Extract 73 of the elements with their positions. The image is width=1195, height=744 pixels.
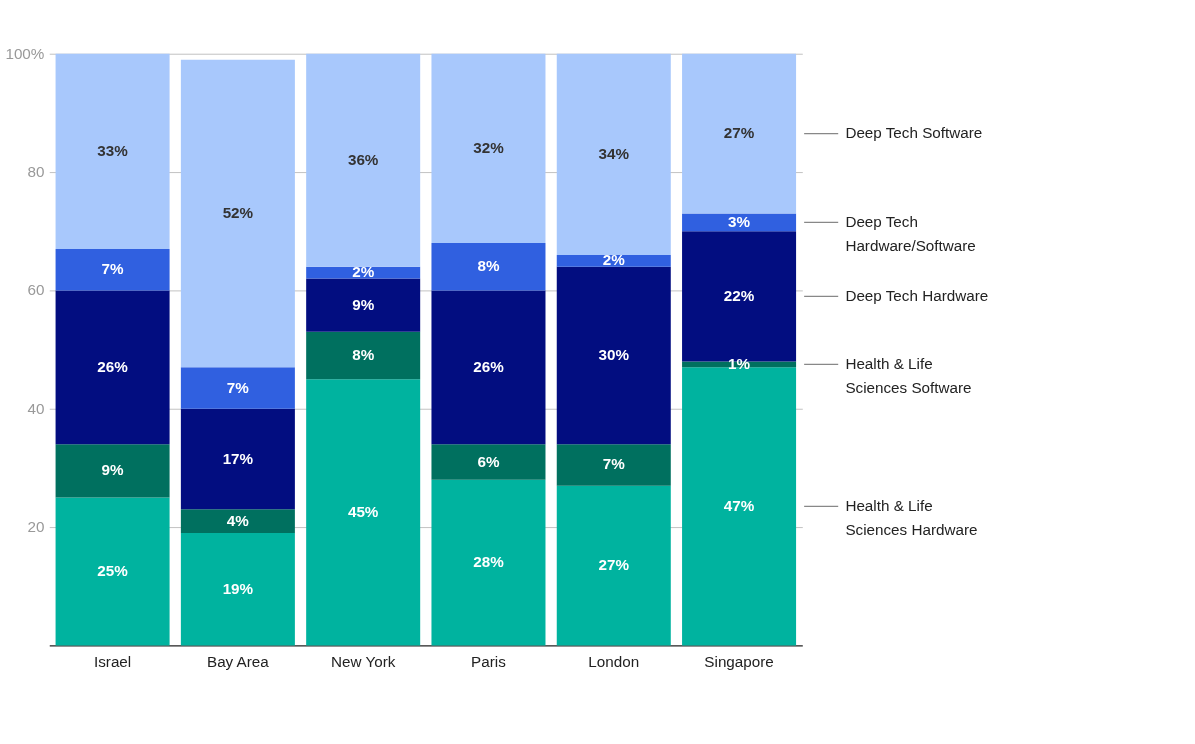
data-label: 30% — [598, 346, 630, 364]
data-label: 27% — [723, 124, 755, 142]
x-tick-label: Singapore — [704, 652, 774, 670]
y-tick-label: 20 — [27, 518, 45, 536]
text: Health & Life Sciences Software — [845, 354, 972, 397]
bar — [55, 290, 170, 445]
x-tick-label: Bay Area — [206, 652, 270, 670]
data-label: 52% — [222, 204, 254, 222]
y-tick-label: 60 — [27, 281, 45, 299]
bar — [431, 290, 546, 445]
y-tick-label: 100% — [5, 44, 45, 62]
bar — [180, 59, 295, 368]
bar — [55, 53, 170, 250]
bar — [180, 533, 295, 646]
y-tick-label: 80 — [27, 163, 45, 181]
x-tick-label: New York — [331, 652, 396, 670]
x-tick-label: Israel — [93, 652, 132, 670]
data-label: 47% — [723, 496, 755, 514]
data-label: 9% — [352, 295, 375, 313]
data-label: 19% — [222, 579, 254, 597]
bar — [556, 53, 671, 255]
bar — [556, 485, 671, 646]
data-label: 33% — [97, 141, 129, 159]
data-label: 7% — [226, 378, 250, 396]
bar — [431, 243, 546, 291]
data-label: 1% — [728, 354, 751, 372]
bar — [306, 278, 421, 332]
bar — [306, 379, 421, 646]
data-label: 4% — [226, 511, 250, 529]
text: Deep Tech Software — [845, 124, 983, 142]
data-label: 8% — [352, 346, 375, 364]
bar — [556, 266, 671, 445]
data-label: 36% — [347, 150, 379, 168]
bar — [306, 53, 421, 267]
text: Health & Life Sciences Hardware — [845, 496, 978, 539]
data-label: 26% — [97, 357, 129, 375]
data-label: 45% — [347, 502, 379, 520]
data-label: 26% — [473, 357, 505, 375]
bar — [55, 249, 170, 291]
x-tick-label: Paris — [471, 652, 507, 670]
bar — [180, 509, 295, 534]
data-label: 7% — [101, 260, 125, 278]
x-tick-label: London — [588, 652, 640, 670]
data-label: 25% — [97, 561, 129, 579]
bar — [682, 367, 797, 646]
data-label: 28% — [473, 553, 505, 571]
data-label: 6% — [477, 452, 500, 470]
bar — [180, 367, 295, 409]
bar — [431, 479, 546, 646]
bar — [556, 254, 671, 267]
data-label: 2% — [602, 251, 626, 269]
data-label: 27% — [598, 556, 630, 574]
bar — [431, 444, 546, 480]
data-label: 8% — [477, 257, 500, 275]
data-label: 2% — [352, 263, 375, 281]
data-label: 17% — [222, 449, 254, 467]
y-tick-label: 40 — [27, 399, 45, 417]
data-label: 9% — [101, 461, 125, 479]
data-label: 3% — [728, 212, 751, 230]
bar — [180, 408, 295, 510]
bar — [556, 444, 671, 486]
bar — [306, 266, 421, 279]
text: Deep Tech Hardware — [845, 286, 989, 304]
bar — [55, 497, 170, 646]
data-label: 34% — [598, 144, 630, 162]
data-label: 22% — [723, 286, 755, 304]
bar — [431, 53, 546, 244]
data-label: 32% — [473, 138, 505, 156]
bar — [306, 331, 421, 380]
data-label: 7% — [602, 455, 626, 473]
bar — [682, 53, 797, 214]
bar — [55, 444, 170, 498]
text: Deep Tech Hardware/Software — [845, 212, 976, 255]
